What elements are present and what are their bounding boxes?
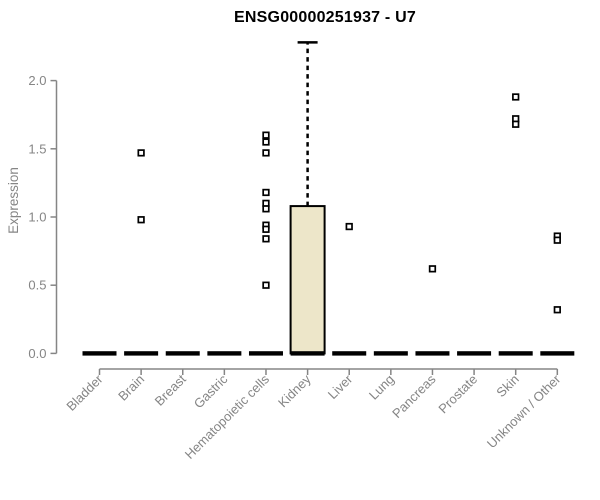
median-line [373,351,408,356]
outlier-point [512,120,520,128]
outlier-point [262,225,270,233]
x-tick-label: Prostate [435,372,480,417]
outlier-point [262,149,270,157]
median-line [457,351,492,356]
outlier-point [553,306,561,314]
x-tick-label: Unknown / Other [484,371,564,451]
x-tick-label: Kidney [275,371,314,410]
x-tick-label: Brain [115,372,147,404]
y-tick-label: 1.5 [28,141,46,156]
outlier-point [262,138,270,146]
y-tick-label: 2.0 [28,73,46,88]
outlier-point [262,188,270,197]
median-line [82,351,117,356]
outlier-point [262,281,270,289]
outlier-point [137,149,145,157]
outlier-point [512,93,520,101]
x-tick-label: Liver [325,371,356,402]
y-tick-label: 0.5 [28,278,46,293]
outlier-point [428,265,437,273]
y-tick-label: 0.0 [28,346,46,361]
outlier-point [137,216,145,224]
median-line [248,351,283,356]
x-tick-label: Breast [152,371,189,408]
median-line [165,351,200,356]
median-line [207,351,242,356]
median-line [332,351,367,356]
outlier-point [262,205,270,213]
median-line [290,351,325,356]
box-rect [289,205,326,355]
outlier-point [262,235,270,243]
x-tick-label: Bladder [63,371,106,414]
median-line [124,351,159,356]
chart-title: ENSG00000251937 - U7 [234,9,416,26]
x-tick-label: Lung [366,372,397,403]
x-tick-label: Skin [493,372,521,400]
outlier-point [553,236,561,244]
median-line [415,351,450,356]
y-tick-label: 1.0 [28,210,46,225]
median-line [498,351,533,356]
median-line [540,351,575,356]
outlier-point [345,222,353,231]
outlier-point [262,131,270,139]
x-tick-label: Pancreas [389,371,439,421]
x-tick-label: Gastric [191,371,231,411]
